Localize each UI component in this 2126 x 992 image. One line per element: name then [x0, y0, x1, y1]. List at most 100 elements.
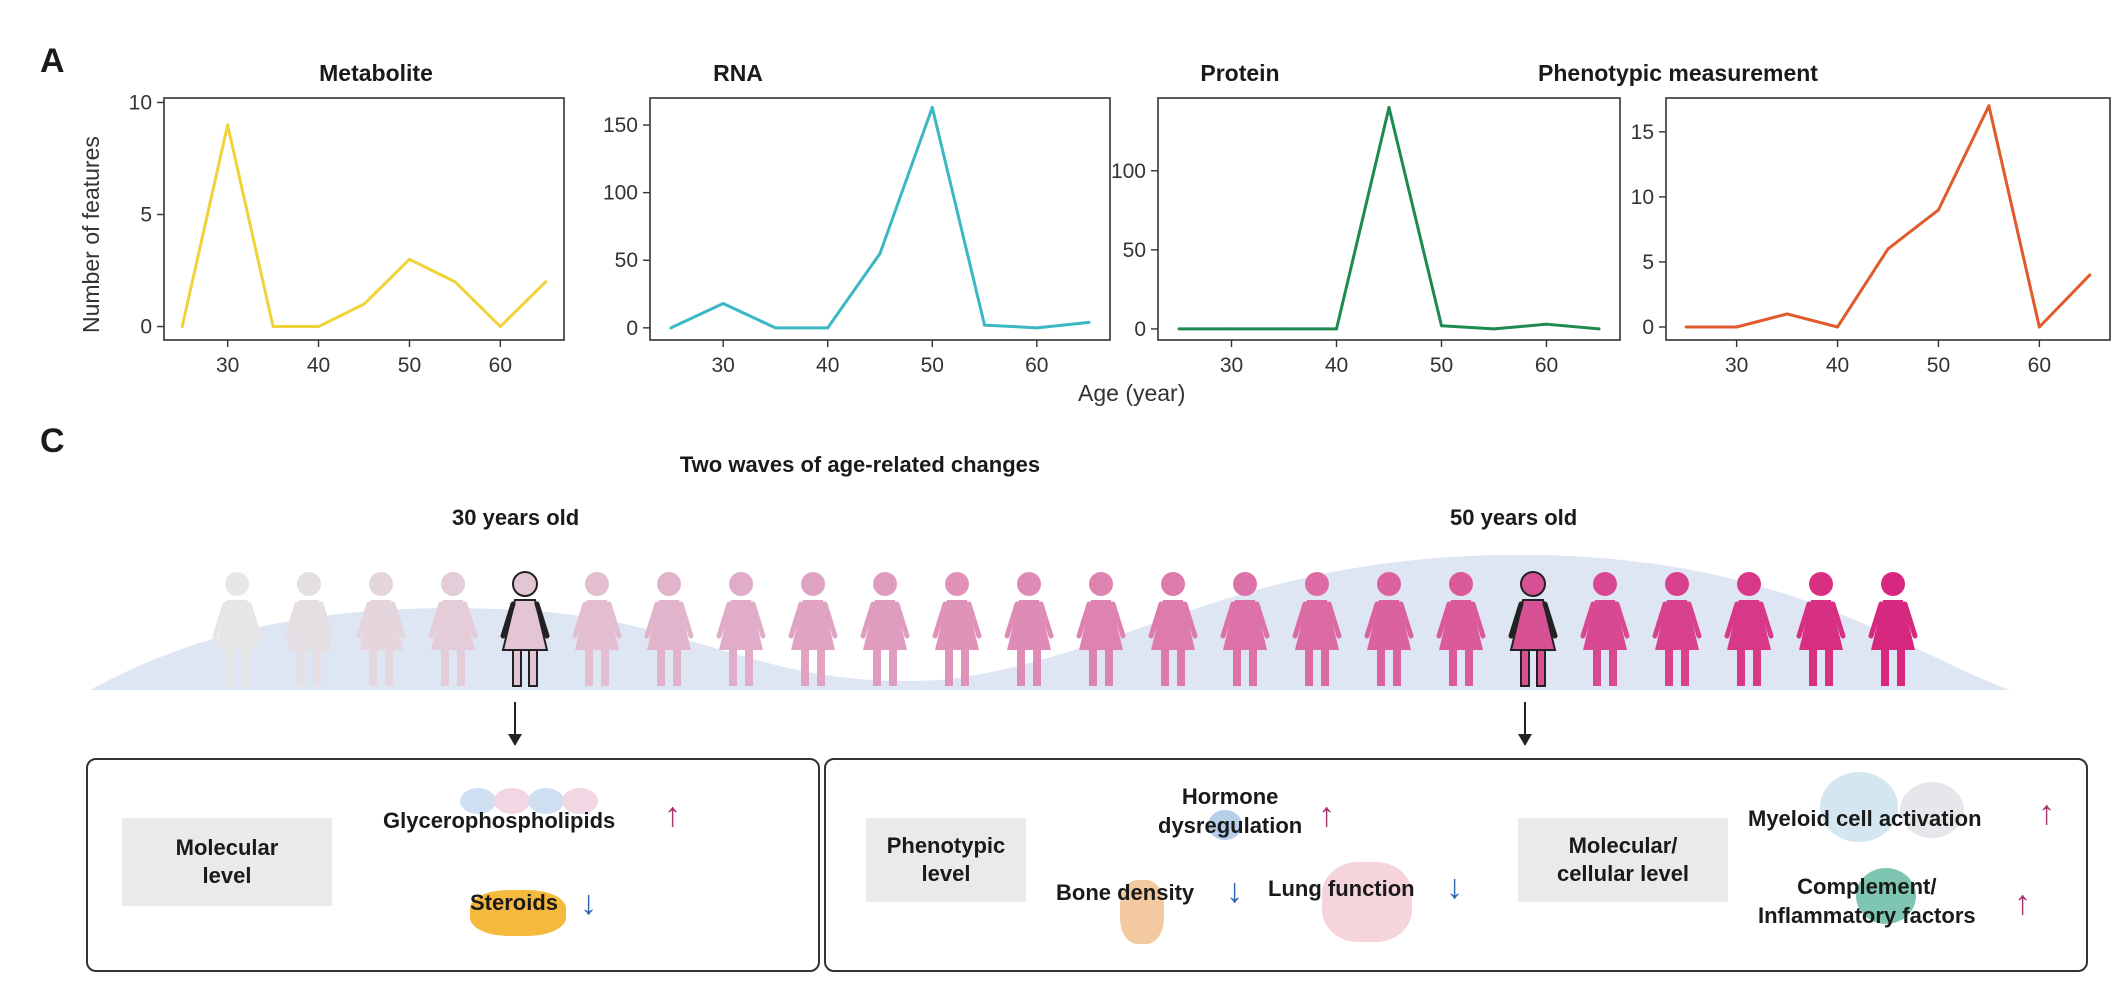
molecular-cellular-level-label: Molecular/ cellular level [1518, 818, 1728, 902]
up-arrow-icon: ↑ [2038, 794, 2055, 832]
person-icon [572, 572, 622, 686]
x-tick-label: 50 [1430, 354, 1453, 377]
x-axis-label: Age (year) [1078, 380, 1186, 406]
x-tick-label: 60 [2028, 354, 2051, 377]
glycerophospholipid-icon-2 [494, 788, 530, 814]
x-tick-label: 30 [712, 354, 735, 377]
feature-bone-density: Bone density [1056, 880, 1195, 905]
x-tick-label: 30 [216, 354, 239, 377]
data-point [453, 280, 457, 284]
down-arrow-icon: ↓ [580, 884, 597, 922]
chart-title-protein: Protein [1200, 60, 1280, 86]
person-icon-highlighted [1508, 571, 1558, 687]
chart-phenotypic-group: 30 40 50 60 0 5 10 15 [1631, 97, 2111, 377]
data-point [1684, 325, 1688, 329]
steroid-icon [470, 890, 566, 936]
data-point [1785, 312, 1789, 316]
y-tick-label: 150 [603, 114, 638, 137]
person-icon [1220, 572, 1270, 686]
wave2-label: 50 years old [1450, 505, 1578, 530]
data-point [1492, 327, 1496, 331]
chart-frame [1157, 97, 1621, 341]
data-point [498, 325, 502, 329]
y-tick-label: 0 [626, 317, 638, 340]
y-tick-label: 100 [603, 182, 638, 205]
feature-glycerophospholipids: Glycerophospholipids [383, 808, 616, 833]
chart-frame [649, 97, 1111, 341]
data-point [1440, 324, 1443, 328]
y-tick-label: 10 [129, 91, 152, 114]
feature-myeloid-cell-activation: Myeloid cell activation [1748, 806, 1982, 831]
data-point [1836, 325, 1840, 329]
person-icon [1004, 572, 1054, 686]
series-line-metabolite [180, 123, 547, 329]
glycerophospholipid-icon [460, 788, 496, 814]
age-figures-row [90, 554, 2010, 690]
chart-metabolite-group: 30 40 50 60 0 5 10 [129, 91, 565, 377]
myeloid-cell-icon [1820, 772, 1898, 842]
data-point [317, 325, 321, 329]
panel-a-label: A [40, 42, 65, 80]
person-icon [1148, 572, 1198, 686]
feature-steroids: Steroids [470, 890, 559, 915]
person-icon [212, 572, 262, 686]
data-point [271, 325, 275, 329]
person-icon [1652, 572, 1702, 686]
y-tick-label: 100 [1111, 160, 1146, 183]
x-tick-label: 30 [1725, 354, 1748, 377]
chart-title-metabolite: Metabolite [319, 60, 433, 86]
data-point [1545, 322, 1548, 326]
data-point [1387, 105, 1391, 109]
y-tick-label: 5 [1642, 251, 1654, 274]
y-tick-label: 5 [140, 204, 152, 227]
up-arrow-icon: ↑ [664, 796, 681, 834]
glycerophospholipid-icon-4 [562, 788, 598, 814]
person-icon [860, 572, 910, 686]
bone-icon [1120, 880, 1164, 944]
data-point [826, 326, 830, 330]
data-point [1335, 327, 1338, 331]
person-icon [1580, 572, 1630, 686]
x-tick-label: 30 [1220, 354, 1243, 377]
y-tick-label: 50 [1123, 239, 1146, 262]
person-icon [1796, 572, 1846, 686]
y-tick-label: 50 [615, 249, 638, 272]
series-line-rna [670, 105, 1090, 330]
person-icon [1436, 572, 1486, 686]
chart-title-rna: RNA [713, 60, 763, 86]
hormone-icon [1208, 810, 1242, 840]
data-point [1936, 208, 1940, 212]
person-icon [356, 572, 406, 686]
data-point [1597, 327, 1601, 331]
panel-c-label: C [40, 422, 65, 460]
data-point [1230, 327, 1233, 331]
data-point [773, 326, 777, 330]
data-point [2088, 273, 2092, 277]
chart-rna-group: 30 40 50 60 0 50 100 150 [603, 97, 1111, 377]
data-point [180, 325, 184, 329]
person-icon [932, 572, 982, 686]
x-tick-label: 50 [1927, 354, 1950, 377]
feature-complement-inflammatory: Complement/ Inflammatory factors [1758, 874, 1976, 928]
data-point [930, 105, 934, 109]
data-point [226, 123, 230, 127]
person-icon [1076, 572, 1126, 686]
y-tick-label: 10 [1631, 186, 1654, 209]
panel-c-title: Two waves of age-related changes [679, 452, 1041, 477]
y-tick-label: 0 [1642, 316, 1654, 339]
person-icon [284, 572, 334, 686]
data-point [1087, 320, 1091, 324]
chart-frame [1665, 97, 2111, 341]
x-tick-label: 40 [816, 354, 839, 377]
data-point [407, 257, 411, 261]
series-line-phenotypic [1686, 104, 2091, 329]
glycerophospholipid-icon-3 [528, 788, 564, 814]
person-icon [428, 572, 478, 686]
feature-lung-function: Lung function [1268, 876, 1415, 901]
chart-frame [163, 97, 565, 341]
data-point [362, 302, 366, 306]
lung-icon [1322, 862, 1412, 942]
phenotypic-level-label: Phenotypic level [866, 818, 1026, 902]
data-point [669, 326, 673, 330]
x-tick-label: 50 [398, 354, 421, 377]
